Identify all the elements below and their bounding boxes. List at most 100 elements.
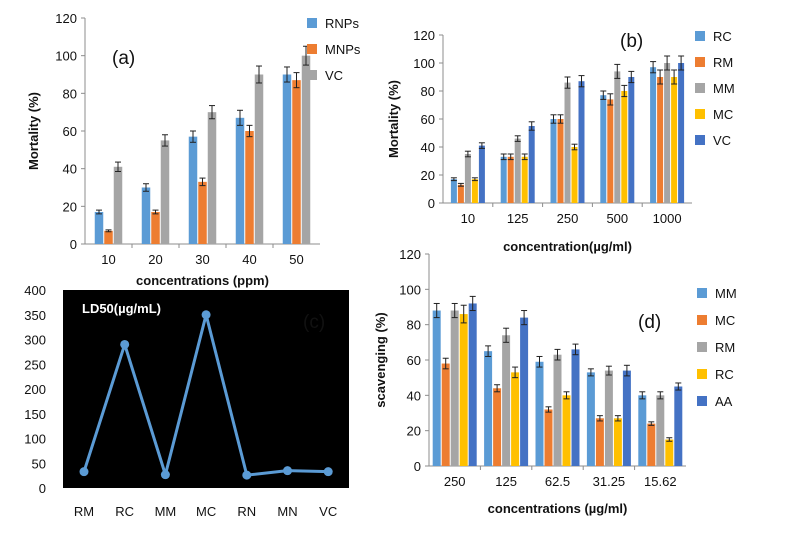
chart2-y-tick-label: 200 — [24, 382, 46, 397]
chart2-x-tick-label: MN — [277, 504, 297, 519]
chart3-bar-rc — [613, 418, 622, 466]
chart3-bar-rc — [459, 314, 468, 466]
chart3-bar-mc — [441, 363, 450, 466]
chart2-panel-label: (c) — [303, 312, 325, 333]
chart1-legend-label: MC — [713, 107, 733, 122]
chart3-legend-label: RC — [715, 367, 734, 382]
chart1-legend-label: RC — [713, 29, 732, 44]
chart0-bar-mnps — [104, 230, 113, 244]
chart0-y-tick-label: 60 — [63, 124, 77, 139]
chart0-bar-vc — [160, 140, 170, 244]
chart2-y-tick-label: 300 — [24, 333, 46, 348]
chart1-y-tick-label: 80 — [421, 84, 435, 99]
chart0-y-tick-label: 80 — [63, 86, 77, 101]
chart1-legend-swatch — [695, 109, 705, 119]
chart1-y-tick-label: 40 — [421, 140, 435, 155]
chart1-bar-rm — [607, 99, 614, 203]
chart0-bar-rnps — [235, 117, 245, 244]
chart2-point — [283, 466, 292, 476]
chart3-bar-rc — [665, 439, 674, 466]
chart0-x-tick-label: 10 — [101, 252, 115, 267]
chart3-y-tick-label: 40 — [407, 388, 421, 403]
chart3-bar-aa — [674, 386, 683, 466]
chart3-x-tick-label: 31.25 — [593, 474, 626, 489]
chart1-bar-mc — [521, 156, 528, 203]
chart2-point — [79, 467, 89, 477]
chart3-y-tick-label: 120 — [399, 247, 421, 262]
chart0-y-tick-label: 120 — [55, 11, 77, 26]
chart1-bar-vc — [628, 77, 635, 203]
chart1-bar-rc — [650, 67, 657, 203]
chart3-bar-aa — [622, 370, 631, 466]
chart0-y-tick-label: 40 — [63, 162, 77, 177]
chart2-x-tick-label: VC — [319, 504, 337, 519]
chart1-y-tick-label: 20 — [421, 168, 435, 183]
chart0-x-tick-label: 40 — [242, 252, 256, 267]
chart0-legend-swatch — [307, 44, 317, 54]
chart3-y-tick-label: 60 — [407, 353, 421, 368]
chart2-x-tick-label: MC — [196, 504, 216, 519]
chart1-x-tick-label: 125 — [507, 211, 529, 226]
chart0-bar-rnps — [94, 211, 104, 244]
chart1-bar-rm — [557, 119, 564, 203]
chart3-y-tick-label: 80 — [407, 318, 421, 333]
chart3-y-tick-label: 0 — [414, 459, 421, 474]
chart3-bar-rm — [604, 370, 613, 466]
chart0-y-tick-label: 100 — [55, 49, 77, 64]
chart0-x-tick-label: 50 — [289, 252, 303, 267]
chart0-bar-mnps — [198, 181, 207, 244]
chart2-point — [242, 470, 252, 480]
chart2-point — [323, 467, 333, 477]
chart1-legend-label: MM — [713, 81, 735, 96]
chart3-legend-swatch — [697, 315, 707, 325]
chart1-bar-mm — [664, 63, 671, 203]
chart3-legend-label: MC — [715, 313, 735, 328]
chart3-bar-rm — [502, 335, 511, 466]
chart3-bar-aa — [571, 349, 580, 466]
chart2-point — [201, 310, 211, 320]
chart3-legend-swatch — [697, 369, 707, 379]
chart0-bar-vc — [113, 166, 123, 244]
chart1-bar-vc — [528, 126, 535, 203]
chart2-x-tick-label: RN — [237, 504, 256, 519]
chart3-x-tick-label: 250 — [444, 474, 466, 489]
chart1-x-tick-label: 250 — [557, 211, 579, 226]
chart3-bar-rc — [511, 372, 520, 466]
chart1-legend-swatch — [695, 57, 705, 67]
chart3-bar-mm — [432, 310, 441, 466]
chart2-x-tick-label: MM — [155, 504, 177, 519]
chart2-y-tick-label: 50 — [32, 456, 46, 471]
chart3-bar-rm — [450, 310, 459, 466]
chart3-legend-label: MM — [715, 286, 737, 301]
chart2-y-tick-label: 400 — [24, 283, 46, 298]
chart3-bar-rm — [553, 354, 562, 466]
chart1-bar-mc — [621, 91, 628, 203]
chart2-point — [160, 470, 170, 480]
chart1-x-tick-label: 1000 — [653, 211, 682, 226]
chart3-legend-swatch — [697, 288, 707, 298]
chart1-bar-mm — [614, 71, 621, 204]
chart2-y-tick-label: 100 — [24, 432, 46, 447]
chart0-x-axis-label: concentrations (ppm) — [136, 273, 269, 288]
chart1-y-tick-label: 100 — [413, 56, 435, 71]
chart0-legend-label: VC — [325, 68, 343, 83]
chart1-panel-label: (b) — [620, 31, 643, 52]
chart0-y-tick-label: 0 — [70, 237, 77, 252]
chart3-bar-mc — [595, 418, 604, 466]
chart0-y-tick-label: 20 — [63, 199, 77, 214]
chart3-y-tick-label: 20 — [407, 424, 421, 439]
chart0-x-tick-label: 30 — [195, 252, 209, 267]
chart3-bar-mc — [647, 423, 656, 466]
chart1-y-tick-label: 120 — [413, 28, 435, 43]
chart0-legend-label: RNPs — [325, 16, 359, 31]
chart3-bar-mc — [493, 388, 502, 466]
chart3-y-tick-label: 100 — [399, 282, 421, 297]
chart2-y-tick-label: 150 — [24, 407, 46, 422]
chart3-bar-rm — [656, 395, 665, 466]
chart3-x-tick-label: 125 — [495, 474, 517, 489]
chart0-panel-label: (a) — [112, 48, 135, 69]
chart1-y-tick-label: 0 — [428, 196, 435, 211]
chart3-y-axis-label: scavenging (%) — [373, 312, 388, 407]
chart0-bar-vc — [254, 74, 264, 244]
